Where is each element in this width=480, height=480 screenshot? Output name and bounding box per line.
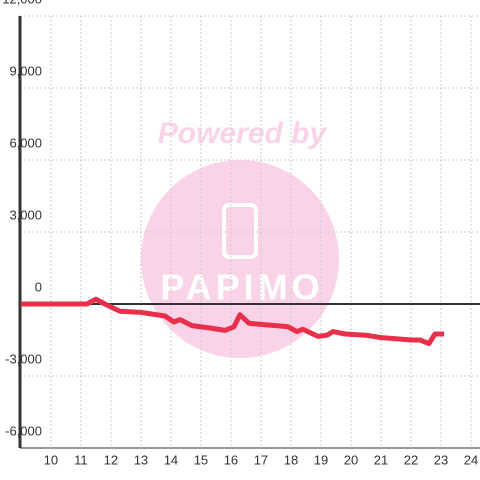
- series-line: [20, 296, 444, 347]
- y-tick-label: 3,000: [9, 207, 42, 222]
- x-tick-label: 22: [404, 452, 418, 467]
- y-tick-label: 6,000: [9, 135, 42, 150]
- x-tick-label: 12: [104, 452, 118, 467]
- watermark-icon: [222, 203, 258, 259]
- x-tick-label: 16: [224, 452, 238, 467]
- x-tick-label: 19: [314, 452, 328, 467]
- x-tick-label: 10: [44, 452, 58, 467]
- x-tick-label: 17: [254, 452, 268, 467]
- y-tick-label: 9,000: [9, 63, 42, 78]
- x-tick-label: 13: [134, 452, 148, 467]
- x-tick-label: 23: [434, 452, 448, 467]
- x-tick-label: 15: [194, 452, 208, 467]
- y-tick-label: 12,000: [2, 0, 42, 6]
- x-tick-label: 24: [464, 452, 478, 467]
- x-tick-label: 18: [284, 452, 298, 467]
- y-tick-label: -6,000: [5, 423, 42, 438]
- x-tick-label: 21: [374, 452, 388, 467]
- x-tick-label: 14: [164, 452, 178, 467]
- x-tick-label: 20: [344, 452, 358, 467]
- y-tick-label: 0: [35, 279, 42, 294]
- x-tick-label: 11: [74, 452, 88, 467]
- watermark-brand: PAPIMO: [160, 267, 323, 308]
- watermark-text: Powered by: [158, 117, 328, 150]
- y-tick-label: -3,000: [5, 351, 42, 366]
